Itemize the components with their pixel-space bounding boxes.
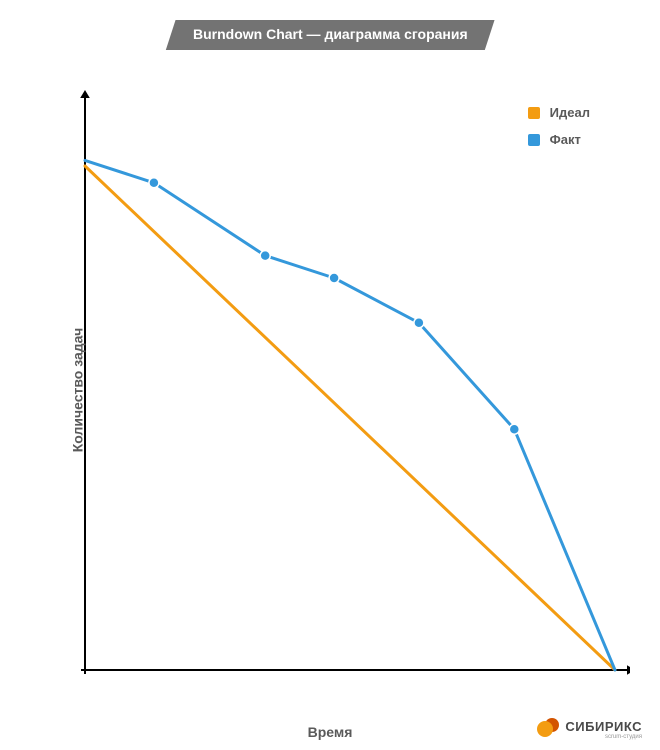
logo-text-block: СИБИРИКС scrum-студия [565,718,642,740]
legend: Идеал Факт [528,105,590,159]
logo-tagline-text: scrum-студия [565,734,642,740]
page: Burndown Chart — диаграмма сгорания Коли… [0,0,660,750]
burndown-chart-svg [30,70,630,710]
y-axis-label: Количество задач [69,328,85,453]
legend-item-ideal: Идеал [528,105,590,120]
footer-logo: СИБИРИКС scrum-студия [537,718,642,740]
legend-swatch-actual [528,134,540,146]
logo-brand-text: СИБИРИКС [565,719,642,734]
chart-title-text: Burndown Chart — диаграмма сгорания [193,26,468,42]
chart-area: Количество задач Идеал Факт Время [30,70,630,710]
legend-label-ideal: Идеал [550,105,590,120]
legend-swatch-ideal [528,107,540,119]
chart-title-banner: Burndown Chart — диаграмма сгорания [166,20,494,50]
legend-label-actual: Факт [550,132,581,147]
logo-mark-icon [537,718,559,740]
legend-item-actual: Факт [528,132,590,147]
